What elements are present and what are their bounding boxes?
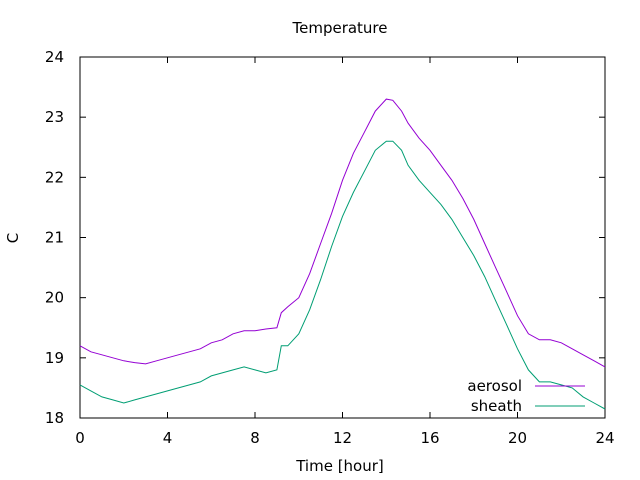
x-tick-label: 16 <box>420 429 439 447</box>
legend: aerosol sheath <box>467 377 585 415</box>
x-tick-label: 20 <box>508 429 527 447</box>
x-tick-label: 0 <box>75 429 85 447</box>
chart-title: Temperature <box>291 19 387 37</box>
axis-ticks: 0 4 8 12 16 20 24 18 19 20 21 22 23 24 <box>45 48 615 447</box>
x-tick-label: 4 <box>163 429 173 447</box>
y-tick-label: 23 <box>45 108 64 126</box>
legend-label-aerosol: aerosol <box>467 377 522 395</box>
y-tick-label: 22 <box>45 168 64 186</box>
plot-frame <box>79 56 606 419</box>
legend-label-sheath: sheath <box>471 397 522 415</box>
y-tick-label: 18 <box>45 409 64 427</box>
y-axis-label: C <box>4 233 22 243</box>
x-axis-label: Time [hour] <box>295 457 384 475</box>
series-lines <box>79 98 606 410</box>
x-tick-label: 12 <box>333 429 352 447</box>
x-tick-label: 24 <box>595 429 614 447</box>
series-line-aerosol <box>79 98 606 368</box>
y-tick-label: 19 <box>45 349 64 367</box>
series-line-sheath <box>79 140 606 410</box>
y-tick-label: 20 <box>45 289 64 307</box>
y-tick-label: 21 <box>45 229 64 247</box>
x-tick-label: 8 <box>250 429 260 447</box>
y-tick-label: 24 <box>45 48 64 66</box>
